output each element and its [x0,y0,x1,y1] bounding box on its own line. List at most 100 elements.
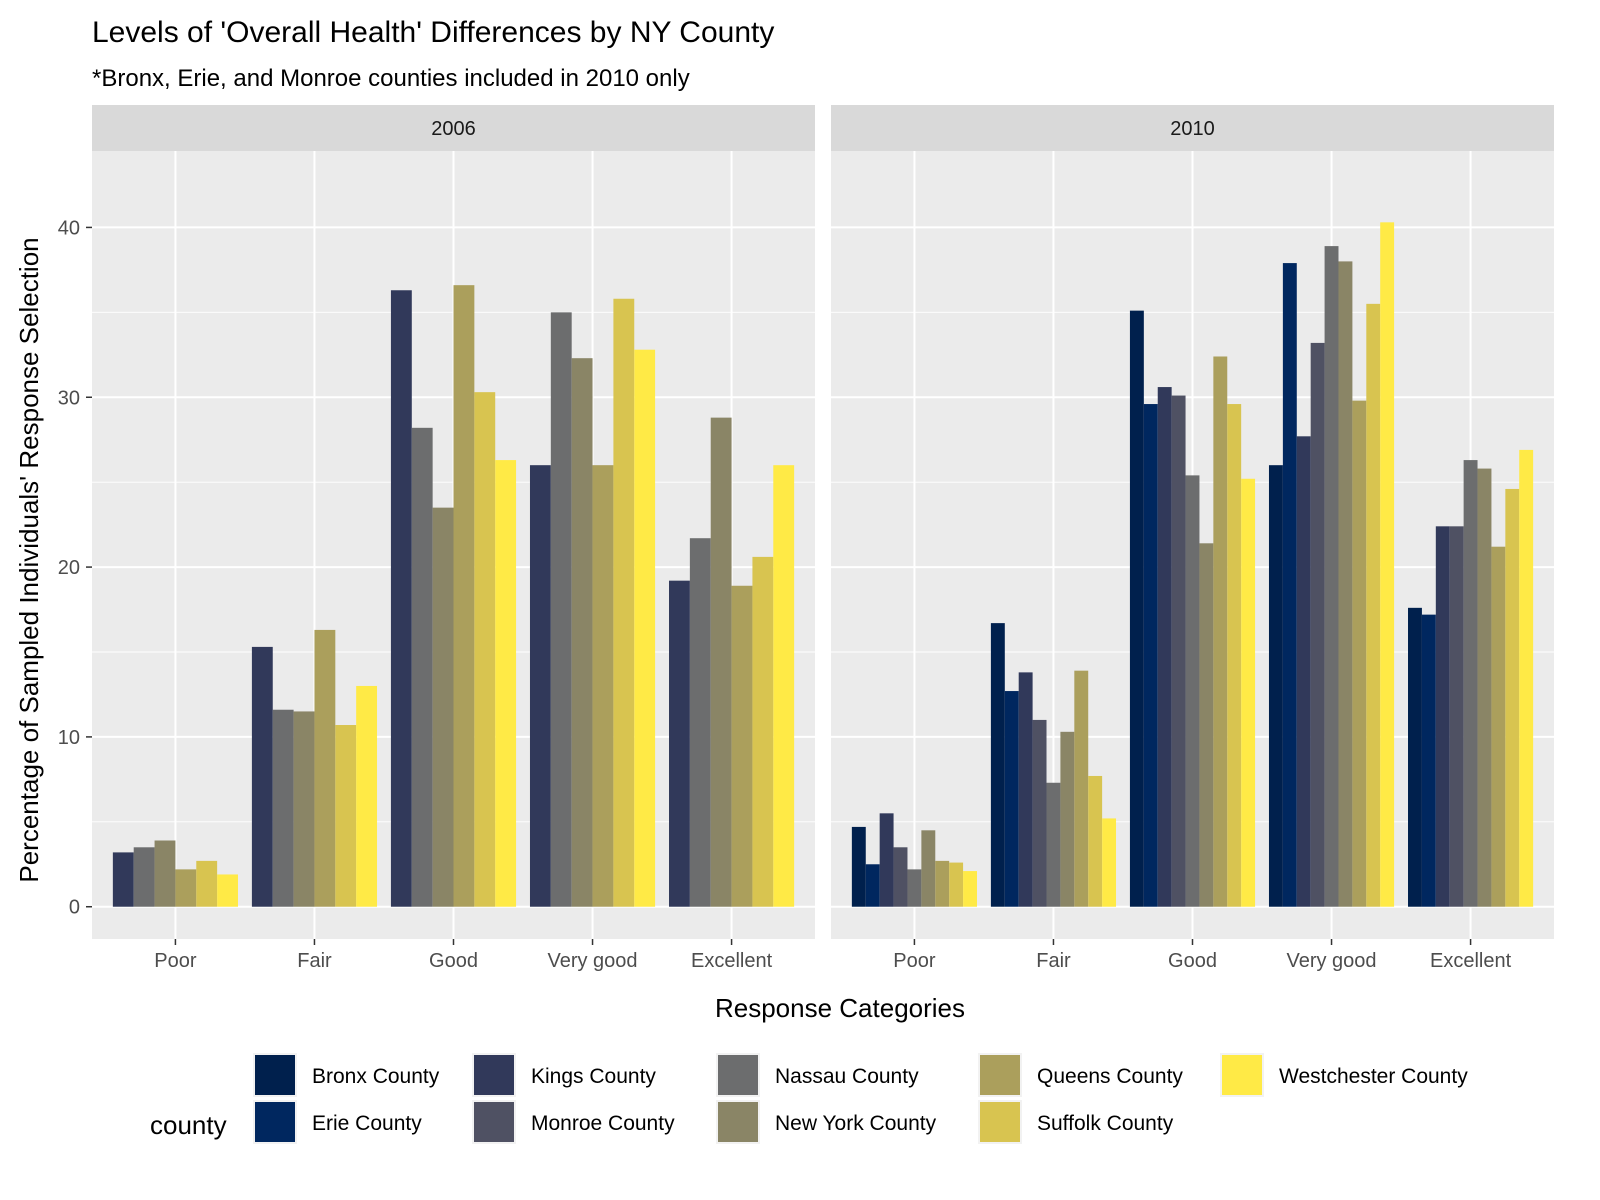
bar-2010-bronx-county-fair [990,623,1005,907]
bar-2010-nassau-county-good [1185,475,1200,907]
bar-2006-kings-county-very-good [529,465,551,907]
bar-2010-suffolk-county-excellent [1505,488,1520,907]
bar-2006-nassau-county-fair [272,709,294,907]
legend-item-suffolk-county: Suffolk County [978,1100,1174,1144]
legend-item-bronx-county: Bronx County [253,1053,440,1097]
bar-2006-westchester-county-good [495,460,517,907]
bar-2010-erie-county-very-good [1282,263,1297,907]
bar-2006-queens-county-fair [314,629,336,907]
legend-label: Bronx County [312,1065,440,1088]
panel-2010: 2010 Poor Fair Good Very good Excellent [831,105,1554,972]
legend-item-monroe-county: Monroe County [472,1100,675,1144]
bar-2010-westchester-county-very-good [1380,222,1395,907]
legend-item-queens-county: Queens County [978,1053,1183,1097]
bar-2006-suffolk-county-excellent [752,556,774,907]
bar-2006-westchester-county-fair [356,685,378,907]
bar-2006-kings-county-good [390,290,412,907]
bar-2010-bronx-county-excellent [1408,607,1422,907]
bar-2006-new-york-county-good [432,507,454,907]
legend-item-new-york-county: New York County [716,1100,937,1144]
legend-label: Westchester County [1279,1065,1468,1088]
x-tick-label: Good [429,950,478,972]
legend-label: Kings County [531,1065,656,1088]
bar-2010-kings-county-fair [1018,672,1033,907]
legend-swatch [255,1055,295,1095]
bar-2006-nassau-county-good [411,427,433,907]
bar-2006-suffolk-county-good [474,392,496,907]
bar-2006-queens-county-poor [175,869,197,907]
legend-title: county [150,1110,227,1140]
bar-2010-monroe-county-very-good [1310,342,1325,907]
y-tick-label: 20 [58,557,80,579]
bar-2006-westchester-county-excellent [773,465,795,907]
legend-swatch [980,1102,1020,1142]
legend: Bronx County Erie County Kings County Monro… [253,1053,1468,1144]
legend-swatch [1222,1055,1262,1095]
bar-2010-kings-county-very-good [1296,436,1311,907]
x-tick-label: Very good [1286,950,1376,972]
bar-2006-westchester-county-poor [217,874,238,907]
y-tick-label: 40 [58,217,80,239]
legend-label: New York County [775,1112,937,1135]
bar-2010-kings-county-good [1157,387,1172,907]
x-tick-label: Good [1168,950,1217,972]
bar-2010-new-york-county-fair [1060,731,1075,907]
bar-2006-queens-county-good [453,285,475,907]
facet-strip-label: 2010 [1170,118,1215,140]
y-axis-title: Percentage of Sampled Individuals' Respo… [14,237,44,882]
bar-2010-kings-county-poor [879,813,894,907]
legend-label: Nassau County [775,1065,919,1088]
bar-2010-nassau-county-fair [1046,782,1061,907]
bar-2006-nassau-county-excellent [689,538,711,907]
bar-2006-kings-county-fair [251,646,273,907]
bar-2006-nassau-county-poor [133,847,155,907]
bar-2006-suffolk-county-fair [335,725,357,907]
bar-2010-new-york-county-excellent [1477,468,1492,907]
bar-2010-monroe-county-excellent [1449,526,1464,907]
bar-2010-suffolk-county-good [1227,404,1242,907]
x-tick-label: Excellent [691,950,773,972]
legend-swatch [255,1102,295,1142]
facet-strip-label: 2006 [431,118,476,140]
x-tick-label: Poor [893,950,936,972]
bar-2010-suffolk-county-poor [949,862,964,907]
x-tick-label: Very good [547,950,637,972]
bar-2010-monroe-county-fair [1032,719,1047,907]
y-tick-label: 0 [69,897,80,919]
legend-swatch [980,1055,1020,1095]
legend-label: Monroe County [531,1112,675,1135]
bar-2010-erie-county-poor [865,864,880,907]
bar-2006-queens-county-excellent [731,585,753,907]
bar-2010-suffolk-county-very-good [1366,303,1381,907]
bar-2006-new-york-county-very-good [571,358,593,907]
bar-2010-suffolk-county-fair [1088,775,1103,907]
bar-2010-new-york-county-good [1199,543,1214,907]
legend-swatch [474,1055,514,1095]
bar-2010-queens-county-excellent [1491,546,1506,907]
x-tick-label: Poor [154,950,197,972]
bar-2010-kings-county-excellent [1435,526,1450,907]
x-tick-label: Fair [297,950,332,972]
bar-2006-westchester-county-very-good [634,349,656,907]
legend-item-erie-county: Erie County [253,1100,422,1144]
bar-2006-new-york-county-excellent [710,417,732,907]
bar-2010-new-york-county-poor [921,830,936,907]
legend-swatch [718,1102,758,1142]
x-axis-title: Response Categories [715,993,965,1023]
chart-title: Levels of 'Overall Health' Differences b… [92,16,774,49]
y-tick-label: 30 [58,387,80,409]
bar-2006-nassau-county-very-good [550,312,572,907]
bar-2010-monroe-county-good [1171,395,1186,907]
legend-swatch [474,1102,514,1142]
bar-2010-queens-county-good [1213,356,1228,907]
bar-2006-kings-county-excellent [669,580,690,907]
facet-strip [92,105,815,151]
legend-item-westchester-county: Westchester County [1220,1053,1468,1097]
bar-2010-queens-county-poor [935,860,950,907]
bar-2010-bronx-county-very-good [1268,465,1283,907]
bar-2010-erie-county-fair [1004,691,1019,907]
facet-panels: 2006 Poor Fair Good Very good Excellent 0 10 20 3… [58,105,1554,972]
bar-2006-new-york-county-fair [293,711,315,907]
legend-label: Queens County [1037,1065,1183,1088]
